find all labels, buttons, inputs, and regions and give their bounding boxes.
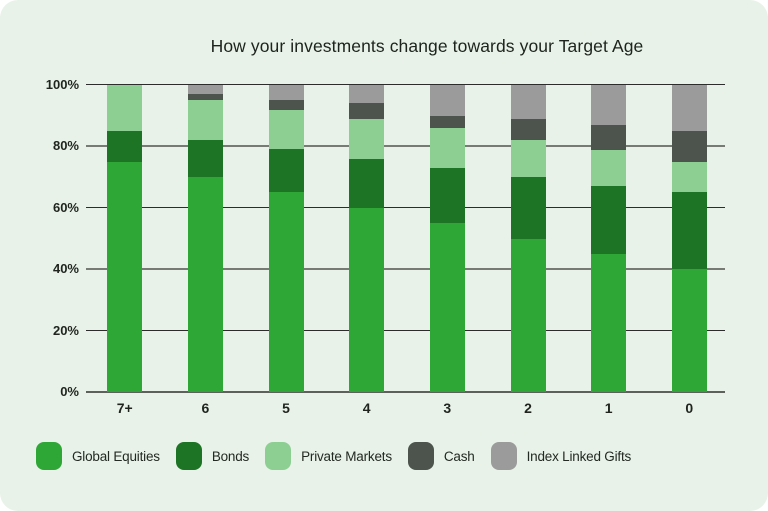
bar-segment-global-equities xyxy=(349,207,385,392)
x-tick-label-7+: 7+ xyxy=(116,400,133,416)
bar-segment-private-markets xyxy=(349,118,385,159)
x-tick-label-3: 3 xyxy=(443,400,452,416)
chart-title: How your investments change towards your… xyxy=(210,36,644,56)
bar-segment-cash xyxy=(429,115,465,128)
bar-column-6 xyxy=(187,85,223,392)
bar-segment-bonds xyxy=(268,149,304,193)
y-tick-label-80%: 80% xyxy=(52,138,79,154)
bar-segment-cash xyxy=(510,118,546,141)
x-tick-label-0: 0 xyxy=(685,400,694,416)
legend-label: Global Equities xyxy=(72,448,160,464)
bar-column-0 xyxy=(671,85,707,392)
bar-segment-global-equities xyxy=(671,269,707,392)
bar-segment-global-equities xyxy=(510,238,546,392)
bar-segment-cash xyxy=(671,131,707,162)
bar-segment-index-linked-gifts xyxy=(349,85,385,104)
legend-label: Cash xyxy=(443,448,475,464)
bar-segment-bonds xyxy=(349,158,385,208)
gridline-60% xyxy=(86,206,725,209)
bar-segment-bonds xyxy=(107,131,143,162)
bar-segment-index-linked-gifts xyxy=(187,85,223,95)
legend-item-bonds: Bonds xyxy=(175,442,250,470)
bar-segment-cash xyxy=(187,94,223,101)
bar-segment-global-equities xyxy=(107,161,143,392)
legend-item-index-linked-gifts: Index Linked Gifts xyxy=(490,442,632,470)
bar-segment-global-equities xyxy=(591,253,627,392)
x-tick-label-4: 4 xyxy=(362,400,371,416)
gridline-0% xyxy=(86,391,725,393)
y-tick-label-60%: 60% xyxy=(52,199,79,215)
bar-segment-bonds xyxy=(187,140,223,178)
y-tick-label-20%: 20% xyxy=(52,322,79,338)
bar-segment-private-markets xyxy=(187,100,223,141)
bar-segment-index-linked-gifts xyxy=(671,85,707,132)
bar-segment-private-markets xyxy=(268,109,304,150)
bar-column-3 xyxy=(429,85,465,392)
bar-segment-cash xyxy=(268,100,304,110)
bar-segment-private-markets xyxy=(429,128,465,168)
bar-segment-index-linked-gifts xyxy=(268,85,304,101)
bar-segment-bonds xyxy=(429,167,465,224)
legend-swatch-cash xyxy=(407,442,434,470)
y-tick-label-100%: 100% xyxy=(45,77,79,92)
bar-segment-bonds xyxy=(671,192,707,270)
x-tick-label-6: 6 xyxy=(201,400,210,416)
x-tick-label-2: 2 xyxy=(524,400,532,416)
bar-column-5 xyxy=(268,85,304,392)
bar-segment-private-markets xyxy=(510,140,546,178)
bar-column-7+ xyxy=(107,85,143,392)
bar-column-1 xyxy=(591,85,627,392)
bar-segment-index-linked-gifts xyxy=(429,85,465,116)
bar-segment-private-markets xyxy=(591,149,627,187)
bar-segment-global-equities xyxy=(429,223,465,392)
bar-segment-global-equities xyxy=(268,192,304,392)
y-tick-label-40%: 40% xyxy=(52,261,79,277)
bar-column-4 xyxy=(349,85,385,392)
legend-swatch-bonds xyxy=(175,442,202,470)
gridline-80% xyxy=(86,145,725,148)
legend-item-global-equities: Global Equities xyxy=(36,442,160,470)
bar-segment-bonds xyxy=(591,186,627,254)
bar-segment-cash xyxy=(349,103,385,119)
bar-segment-index-linked-gifts xyxy=(591,85,627,125)
gridline-20% xyxy=(86,329,725,331)
legend-swatch-global-equities xyxy=(36,442,62,470)
gridline-40% xyxy=(86,268,725,271)
legend-label: Bonds xyxy=(211,448,250,464)
legend-label: Private Markets xyxy=(301,448,392,464)
legend-swatch-index-linked-gifts xyxy=(490,442,517,470)
bar-segment-private-markets xyxy=(107,85,143,132)
x-tick-label-5: 5 xyxy=(282,400,290,416)
bar-segment-bonds xyxy=(510,177,546,239)
bar-segment-global-equities xyxy=(187,177,223,392)
legend-label: Index Linked Gifts xyxy=(526,448,632,464)
bar-segment-cash xyxy=(591,124,627,150)
legend: Global Equities Bonds Private Markets Cash I… xyxy=(36,442,631,470)
bar-column-2 xyxy=(510,85,546,392)
bar-segment-index-linked-gifts xyxy=(510,85,546,119)
y-tick-label-0%: 0% xyxy=(60,384,79,399)
bar-segment-private-markets xyxy=(671,161,707,193)
gridline-100% xyxy=(86,84,725,86)
legend-swatch-private-markets xyxy=(265,442,292,470)
legend-item-private-markets: Private Markets xyxy=(265,442,392,470)
x-tick-label-1: 1 xyxy=(604,400,613,416)
legend-item-cash: Cash xyxy=(407,442,475,470)
